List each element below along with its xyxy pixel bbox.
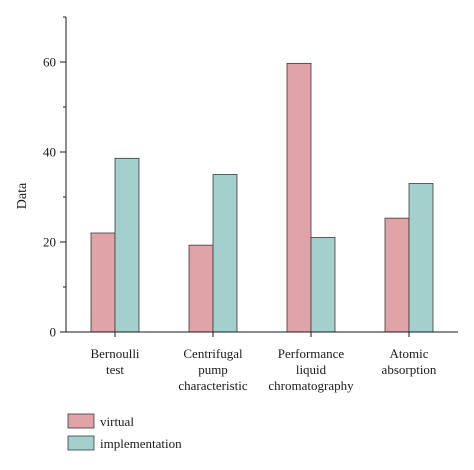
x-tick-label: Centrifugal pump characteristic (178, 346, 248, 393)
x-tick-label: Bernoulli test (90, 346, 139, 377)
bar-virtual (384, 217, 410, 333)
legend-label-implementation: implementation (100, 436, 182, 451)
bar-virtual (90, 232, 116, 333)
bar-virtual (188, 244, 214, 333)
y-tick-label: 0 (50, 325, 57, 340)
y-tick-label: 60 (43, 55, 56, 70)
bar-group (384, 183, 434, 333)
y-tick-label: 20 (43, 235, 56, 250)
x-tick-label: Atomic absorption (382, 346, 437, 377)
legend-swatch-virtual (67, 413, 95, 429)
legend-swatch-implementation (67, 435, 95, 451)
y-axis-label: Data (15, 182, 30, 209)
legend: virtual implementation (67, 413, 182, 451)
bar-implementation (310, 237, 336, 333)
bar-implementation (114, 157, 140, 333)
x-tick-label: Performance liquid chromatography (268, 346, 354, 393)
bar-virtual (286, 62, 312, 333)
bar-group (286, 62, 336, 333)
bar-implementation (408, 183, 434, 333)
y-tick-label: 40 (43, 145, 56, 160)
y-axis: 0 20 40 60 (43, 16, 67, 340)
bar-implementation (212, 174, 238, 333)
bar-group (188, 174, 238, 333)
x-axis: Bernoulli test Centrifugal pump characterist… (66, 331, 458, 393)
plot-area (90, 62, 434, 333)
bar-group (90, 157, 140, 333)
legend-label-virtual: virtual (100, 414, 134, 429)
